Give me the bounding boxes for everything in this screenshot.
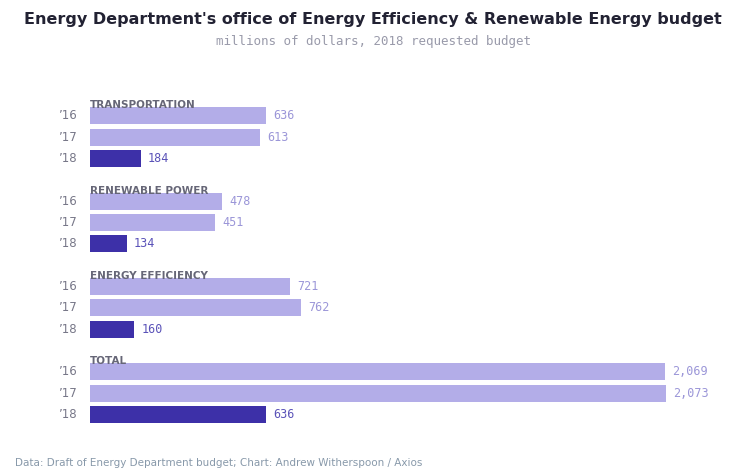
Text: 762: 762 (309, 301, 330, 315)
Text: 613: 613 (267, 131, 289, 144)
Text: 636: 636 (274, 408, 295, 421)
Bar (90, 107, 266, 124)
Bar (90, 236, 127, 253)
Text: ’18: ’18 (59, 237, 78, 250)
Text: millions of dollars, 2018 requested budget: millions of dollars, 2018 requested budg… (216, 35, 530, 48)
Text: ’18: ’18 (59, 152, 78, 165)
Text: 721: 721 (298, 280, 319, 293)
Text: ’17: ’17 (58, 131, 78, 144)
Text: ’16: ’16 (58, 280, 78, 293)
Text: ’16: ’16 (58, 109, 78, 122)
Text: ’17: ’17 (58, 301, 78, 315)
Text: 2,073: 2,073 (674, 387, 709, 400)
Bar (90, 193, 222, 210)
Text: 478: 478 (230, 194, 251, 208)
Text: Data: Draft of Energy Department budget; Chart: Andrew Witherspoon / Axios: Data: Draft of Energy Department budget;… (15, 458, 422, 468)
Text: 134: 134 (134, 237, 155, 250)
Bar (90, 278, 290, 295)
Text: ENERGY EFFICIENCY: ENERGY EFFICIENCY (90, 271, 207, 281)
Bar (90, 363, 665, 380)
Text: ’18: ’18 (59, 408, 78, 421)
Text: ’16: ’16 (58, 194, 78, 208)
Bar (90, 385, 666, 402)
Text: ’17: ’17 (58, 387, 78, 400)
Bar (90, 299, 301, 316)
Text: 184: 184 (148, 152, 169, 165)
Text: TOTAL: TOTAL (90, 356, 127, 366)
Bar (90, 129, 260, 146)
Bar (90, 150, 141, 167)
Text: RENEWABLE POWER: RENEWABLE POWER (90, 185, 208, 196)
Bar (90, 321, 134, 338)
Text: 451: 451 (222, 216, 244, 229)
Text: Energy Department's office of Energy Efficiency & Renewable Energy budget: Energy Department's office of Energy Eff… (24, 12, 722, 27)
Bar (90, 406, 266, 423)
Bar (90, 214, 215, 231)
Text: ’17: ’17 (58, 216, 78, 229)
Text: 636: 636 (274, 109, 295, 122)
Text: 2,069: 2,069 (672, 365, 708, 378)
Text: ’16: ’16 (58, 365, 78, 378)
Text: 160: 160 (141, 323, 163, 336)
Text: TRANSPORTATION: TRANSPORTATION (90, 100, 195, 110)
Text: ’18: ’18 (59, 323, 78, 336)
